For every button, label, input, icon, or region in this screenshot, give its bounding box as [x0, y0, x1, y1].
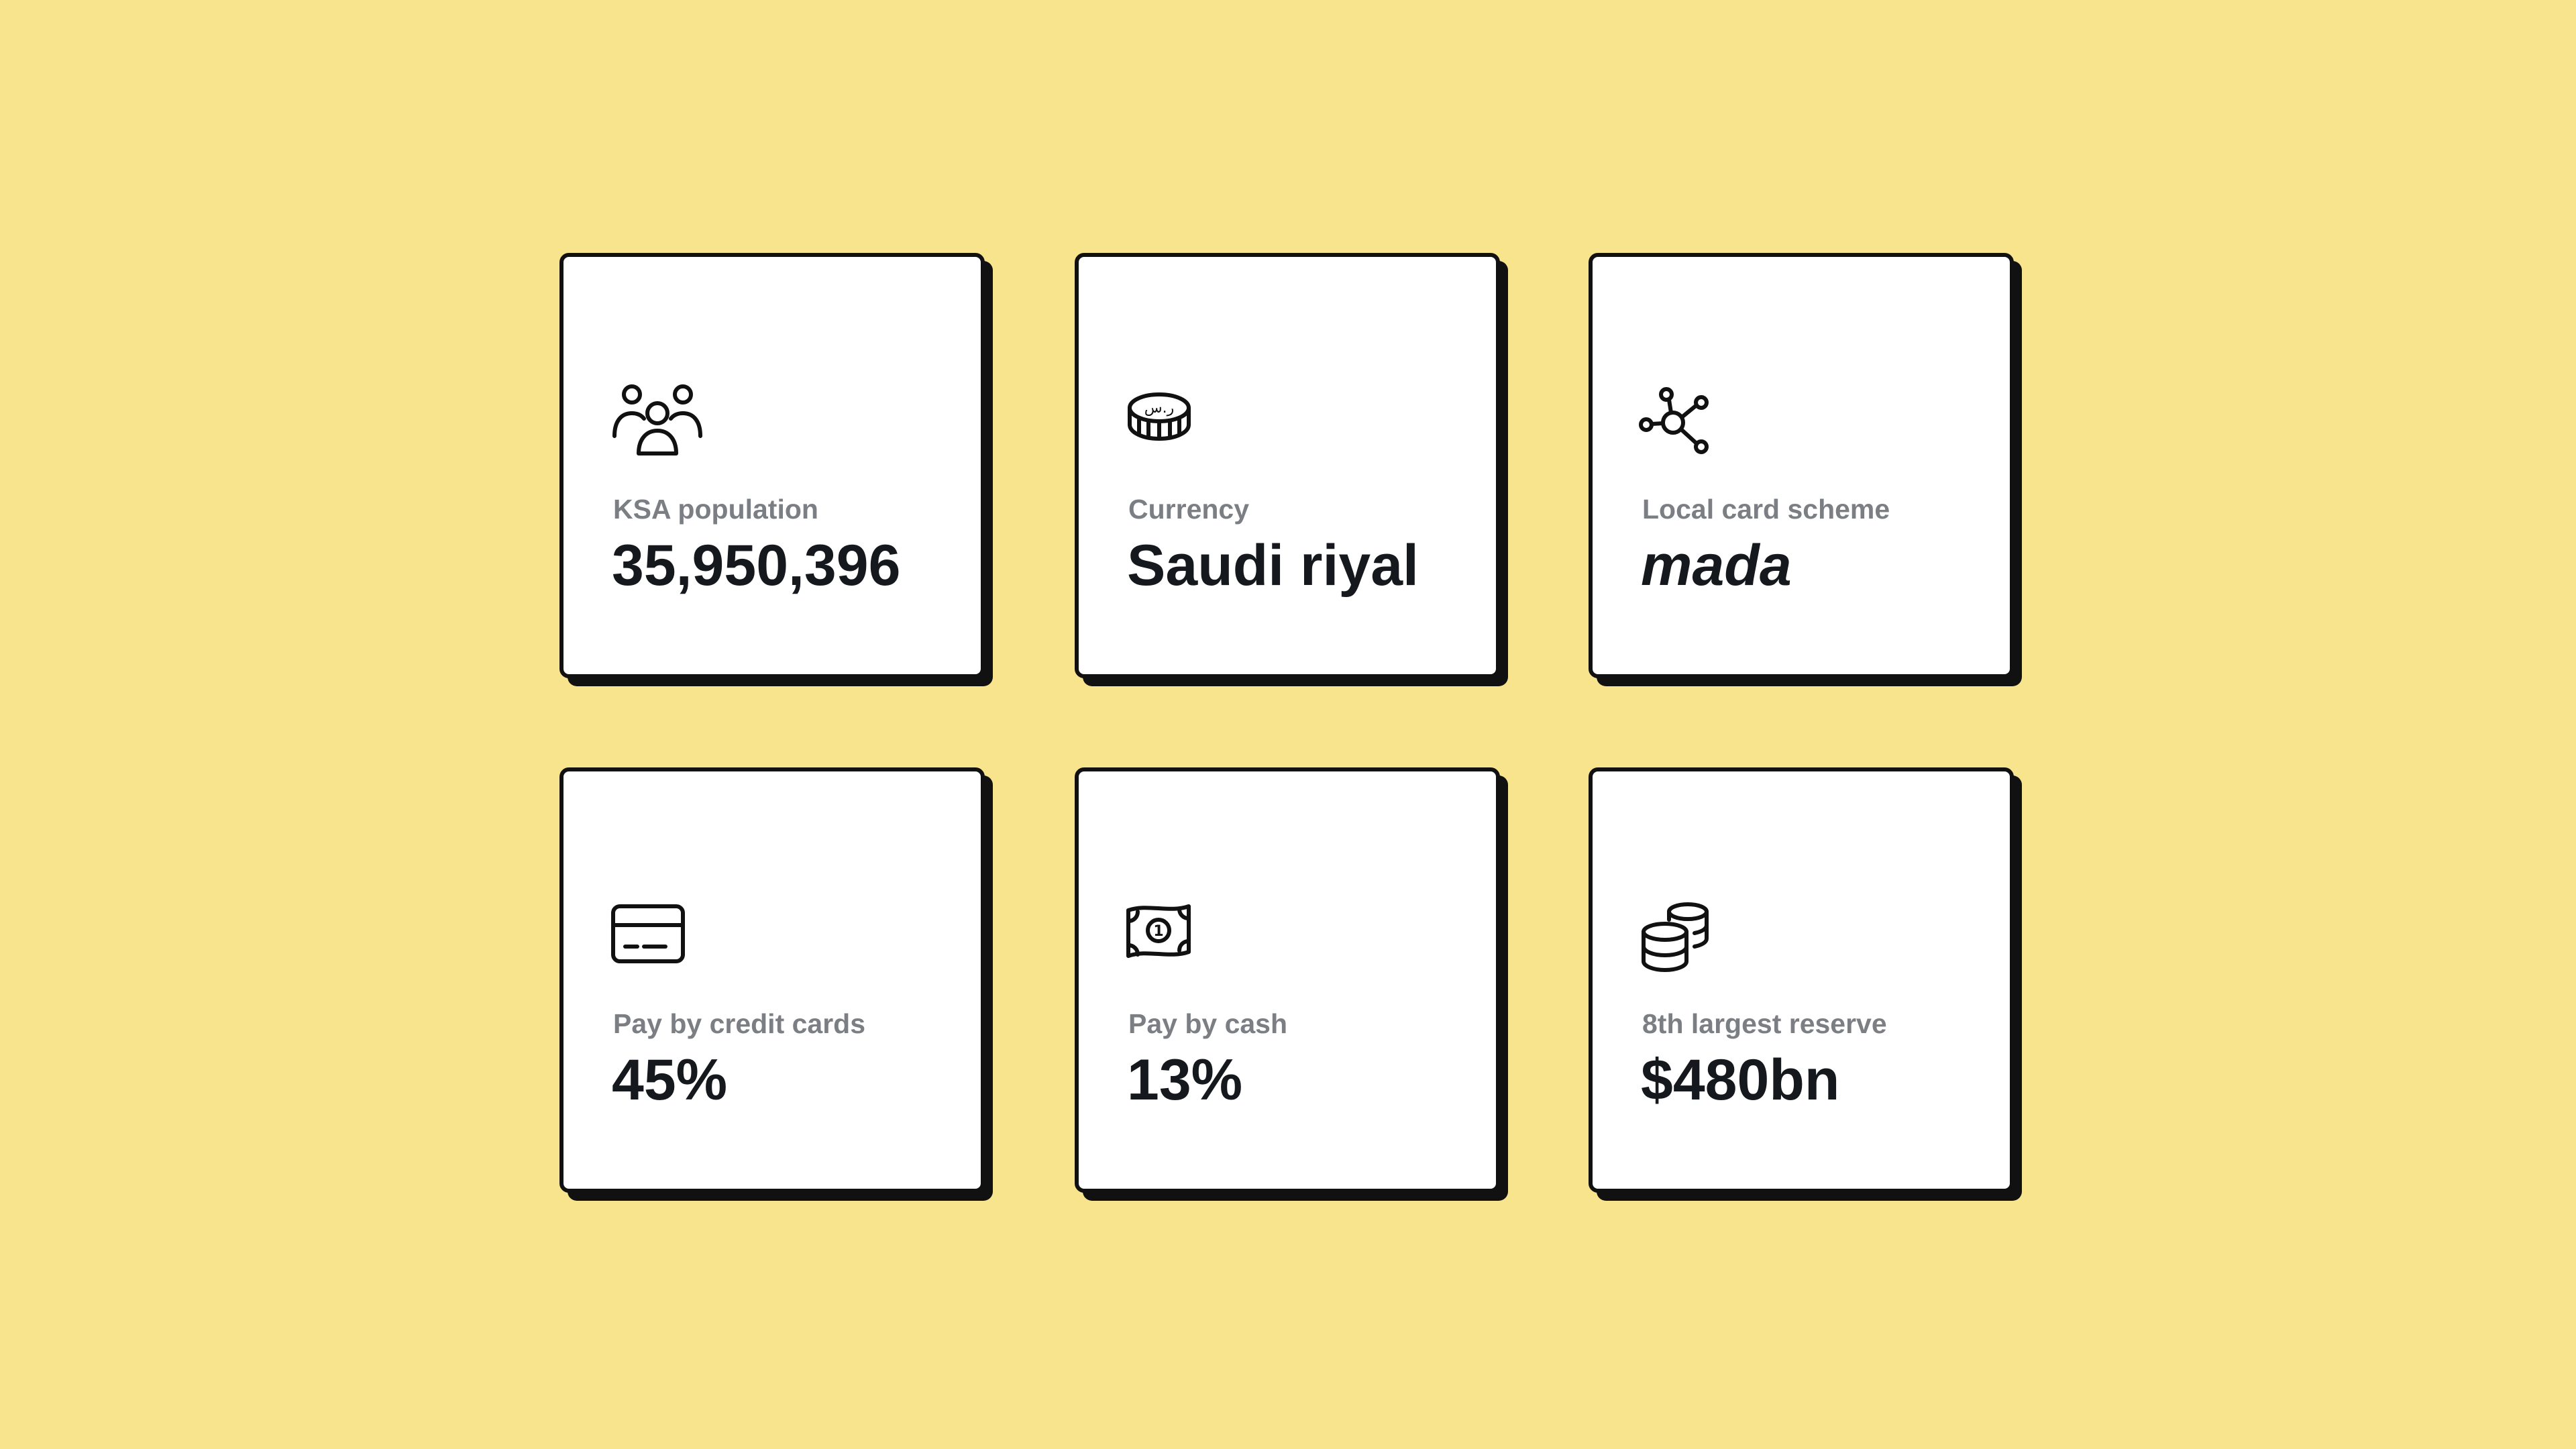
stat-card-reserve: 8th largest reserve $480bn [1589, 767, 2014, 1193]
stat-value: 13% [1127, 1048, 1243, 1112]
coin-stack-icon [1640, 896, 1733, 976]
stat-value: 45% [612, 1048, 728, 1112]
stats-grid: KSA population 35,950,396 ر.س Currency S… [559, 253, 2014, 1193]
coin-riyal-icon: ر.س [1126, 381, 1220, 462]
stat-card-currency: ر.س Currency Saudi riyal [1075, 253, 1500, 678]
stat-value: Saudi riyal [1127, 533, 1419, 598]
stat-value: mada [1641, 533, 1792, 598]
coin-glyph: ر.س [1144, 400, 1174, 417]
stat-card-cash: 1 Pay by cash 13% [1075, 767, 1500, 1193]
people-group-icon [610, 381, 704, 462]
stat-card-credit-cards: Pay by credit cards 45% [559, 767, 985, 1193]
stat-label: Currency [1128, 494, 1250, 525]
stat-value: $480bn [1641, 1048, 1840, 1112]
banknote-icon: 1 [1126, 896, 1220, 976]
stat-card-population: KSA population 35,950,396 [559, 253, 985, 678]
stat-value: 35,950,396 [612, 533, 901, 598]
stat-card-card-scheme: Local card scheme mada [1589, 253, 2014, 678]
credit-card-icon [610, 896, 704, 976]
stat-label: Pay by credit cards [613, 1008, 866, 1039]
stat-label: Local card scheme [1642, 494, 1890, 525]
stat-label: Pay by cash [1128, 1008, 1288, 1039]
stat-label: 8th largest reserve [1642, 1008, 1887, 1039]
network-nodes-icon [1639, 381, 1733, 462]
stat-label: KSA population [613, 494, 818, 525]
note-digit: 1 [1153, 923, 1163, 940]
